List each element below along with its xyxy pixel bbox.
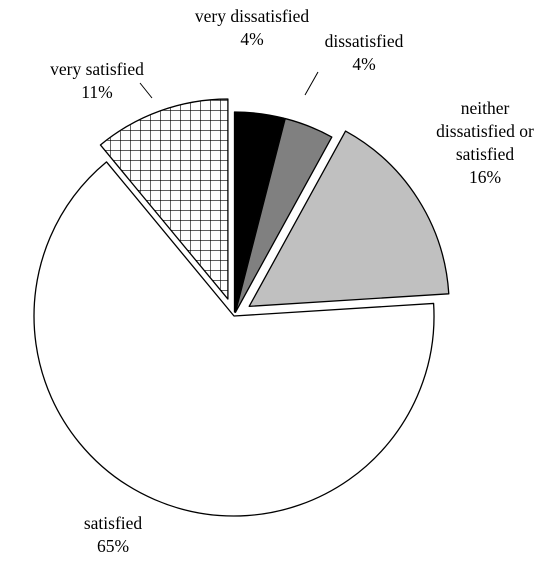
leader-line-very-satisfied xyxy=(139,82,153,99)
slice-category-label: very satisfied xyxy=(50,59,144,79)
pie-slice-satisfied xyxy=(33,161,435,517)
pie-slice-dissatisfied xyxy=(234,117,333,313)
slice-category-label: neither xyxy=(461,98,510,118)
slice-category-label: satisfied xyxy=(84,513,143,533)
slice-value-label: 16% xyxy=(469,167,501,187)
leader-line-dissatisfied xyxy=(304,71,319,96)
slice-category-label: very dissatisfied xyxy=(195,6,309,26)
slice-label-dissatisfied: dissatisfied 4% xyxy=(325,31,404,74)
pie-slice-neither-dissatisfied-or-satisfied xyxy=(248,130,450,308)
slice-label-neither-dissatisfied-or-satisfied: neither dissatisfied or satisfied 16% xyxy=(436,98,534,187)
slice-label-very-dissatisfied: very dissatisfied 4% xyxy=(195,6,309,49)
slice-category-label: satisfied xyxy=(456,144,515,164)
slice-category-label: dissatisfied or xyxy=(436,121,534,141)
slice-label-very-satisfied: very satisfied 11% xyxy=(50,59,144,102)
slice-value-label: 4% xyxy=(240,29,263,49)
pie-slice-very-satisfied xyxy=(99,98,229,300)
slice-label-satisfied: satisfied 65% xyxy=(84,513,143,556)
pie-slice-very-dissatisfied xyxy=(233,111,285,313)
slice-value-label: 11% xyxy=(81,82,112,102)
slice-value-label: 4% xyxy=(352,54,375,74)
slice-category-label: dissatisfied xyxy=(325,31,404,51)
slice-value-label: 65% xyxy=(97,536,129,556)
